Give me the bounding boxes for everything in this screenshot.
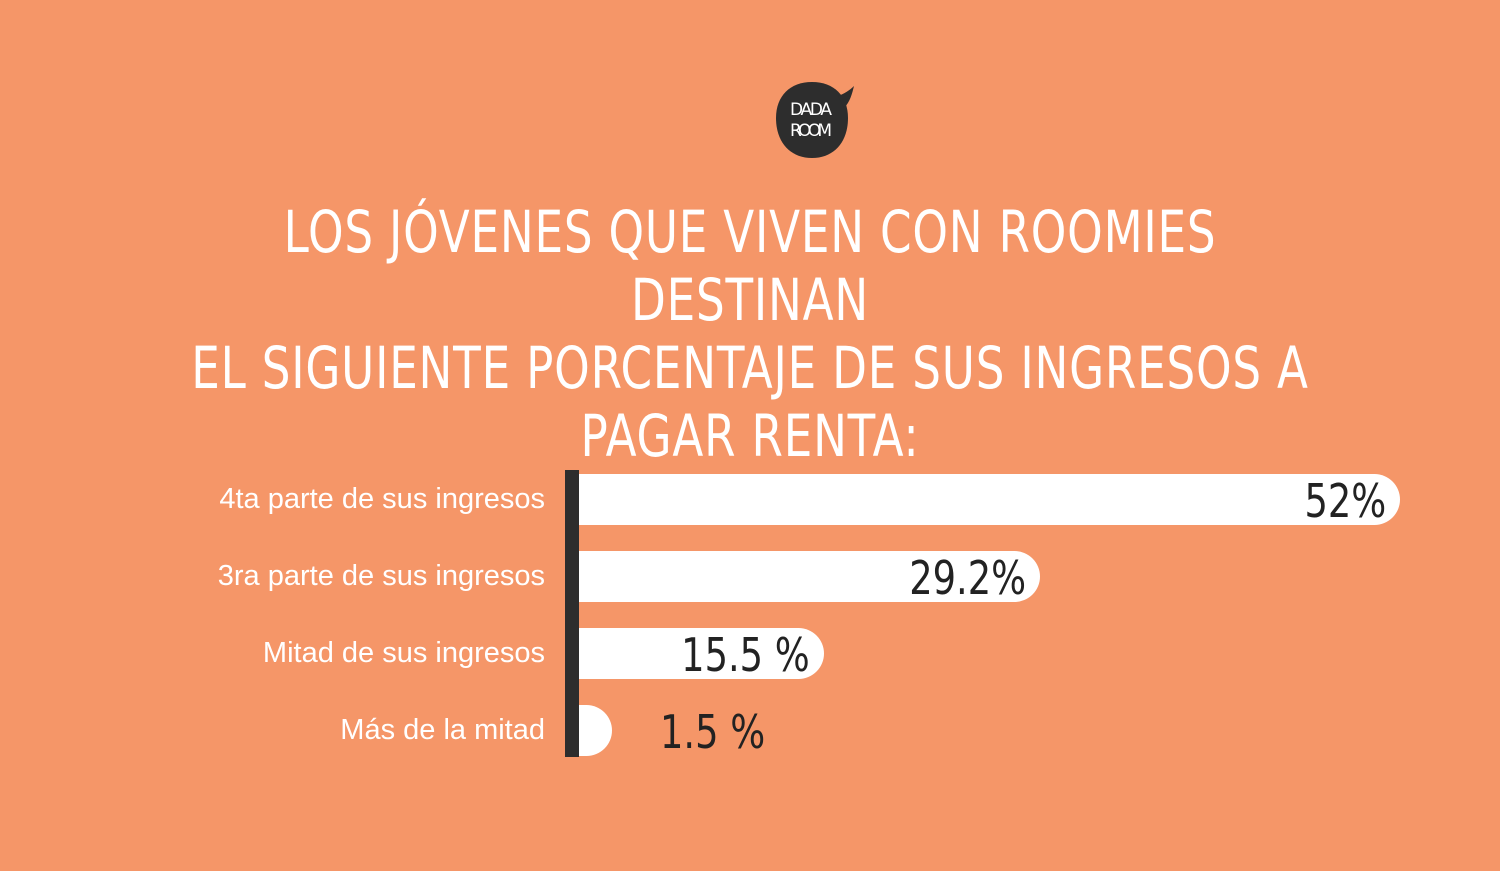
title-line: Los jóvenes que viven con roomies destin… bbox=[283, 198, 1217, 334]
value-label: 1.5 % bbox=[660, 705, 766, 759]
title-line: pagar renta: bbox=[580, 402, 920, 470]
svg-text:ROOM: ROOM bbox=[790, 121, 832, 141]
bar bbox=[579, 628, 824, 679]
bar bbox=[579, 474, 1400, 525]
value-label: 52% bbox=[1304, 474, 1386, 528]
chart-title: Los jóvenes que viven con roomies destin… bbox=[0, 198, 1500, 470]
category-label: 4ta parte de sus ingresos bbox=[219, 483, 545, 515]
category-label: 3ra parte de sus ingresos bbox=[217, 560, 545, 592]
dadaroom-logo: DADA ROOM bbox=[776, 82, 854, 158]
svg-text:DADA: DADA bbox=[790, 100, 832, 120]
category-label: Más de la mitad bbox=[340, 714, 545, 746]
bar bbox=[579, 705, 612, 756]
y-axis-line bbox=[565, 470, 579, 757]
value-label: 15.5 % bbox=[681, 628, 810, 682]
value-label: 29.2% bbox=[909, 551, 1027, 605]
category-label: Mitad de sus ingresos bbox=[262, 637, 545, 669]
title-line: el siguiente porcentaje de sus ingresos … bbox=[191, 334, 1309, 402]
bar bbox=[579, 551, 1041, 602]
